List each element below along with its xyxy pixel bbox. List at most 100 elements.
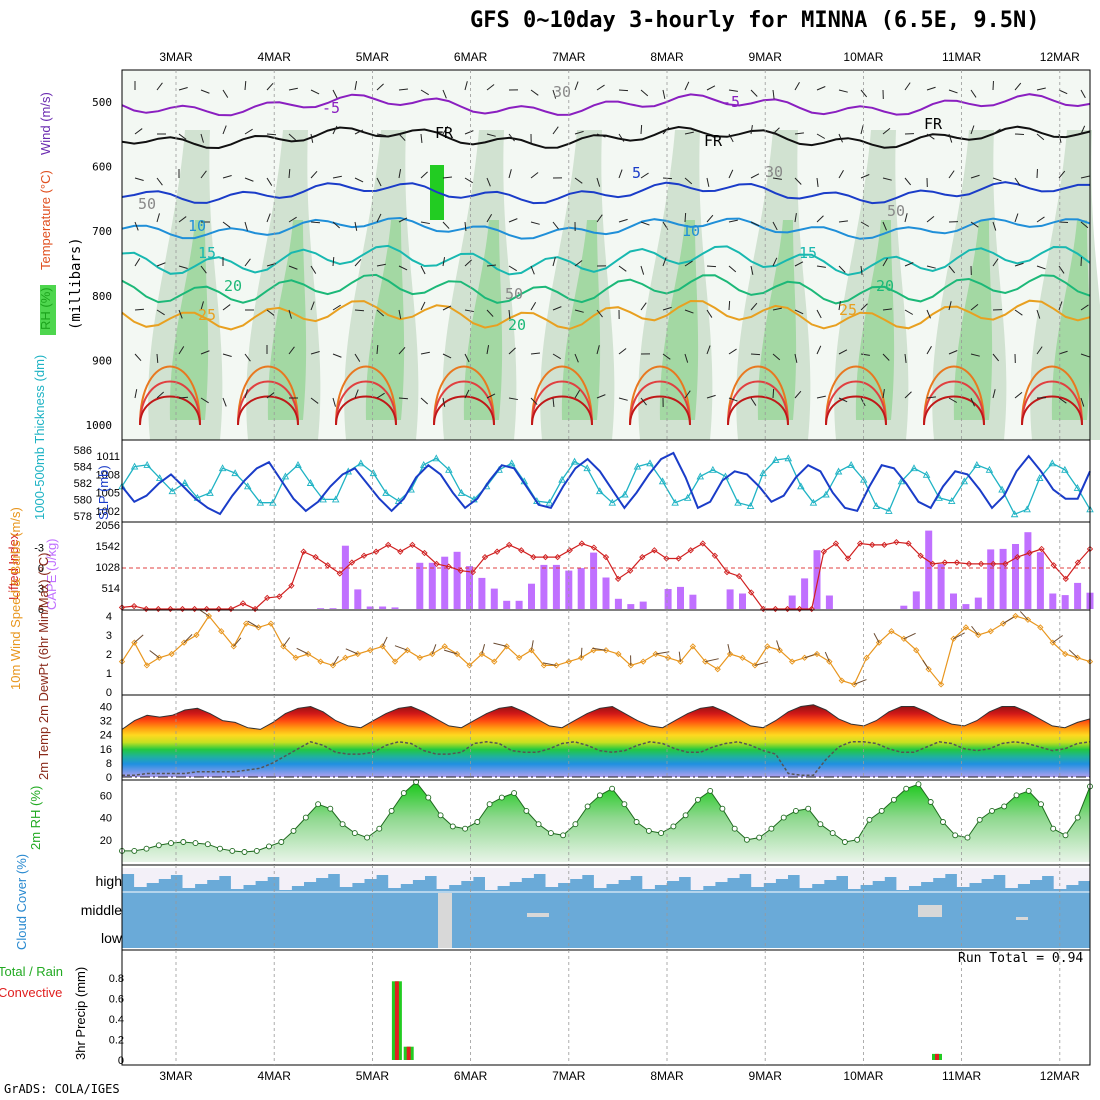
rh-point — [511, 790, 518, 797]
wind-barb — [596, 309, 603, 318]
contour-label: 10 — [682, 222, 700, 240]
high-cloud-gap — [618, 868, 631, 880]
wind-barb — [948, 265, 956, 274]
high-cloud-gap — [376, 868, 389, 875]
high-cloud-gap — [823, 868, 837, 880]
wind-barb — [398, 169, 402, 179]
wind-barb — [398, 217, 408, 223]
thickness-point — [973, 460, 981, 468]
lifted-index-point — [602, 553, 610, 561]
wind-speed-point — [317, 658, 324, 665]
wind-barb-10m — [493, 642, 507, 647]
wind-speed-point — [528, 647, 535, 654]
wind-speed-point — [863, 654, 870, 661]
cape-bar — [515, 600, 523, 609]
wind-barb — [442, 397, 446, 407]
contour-label: FR — [704, 132, 723, 150]
high-cloud-gap — [194, 868, 208, 884]
lifted-index-point — [324, 562, 331, 569]
wind-barb — [992, 258, 999, 267]
contour-label: 15 — [799, 244, 817, 262]
pressure-tick-label: 600 — [92, 161, 112, 174]
high-cloud-gap — [436, 868, 450, 889]
cape-bar — [677, 586, 684, 609]
precip-bar-convective — [406, 1046, 411, 1060]
lifted-index-point — [1002, 560, 1009, 568]
wind-barb — [200, 350, 210, 355]
high-cloud-gap — [835, 868, 849, 876]
cloud-gap — [918, 905, 942, 917]
wind-barb-10m — [705, 658, 719, 663]
isotherm--5 — [121, 93, 1091, 117]
lifted-index-point — [239, 600, 247, 607]
lifted-index-point — [869, 541, 876, 549]
cape-bar — [490, 588, 498, 609]
wind-barb — [508, 347, 516, 355]
ylabel-wind10m: 10m Wind Speed & Barbs (m/s) — [8, 507, 23, 690]
thickness-point — [357, 459, 365, 467]
high-cloud-gap — [678, 868, 692, 877]
wind-barb — [838, 133, 843, 143]
wind-barb — [332, 175, 342, 179]
wind-barb — [640, 397, 647, 406]
ylabel-cape: CAPE (J/kg) — [44, 538, 59, 610]
wind-speed-point — [888, 628, 895, 635]
wind-barb — [618, 169, 623, 179]
high-cloud-gap — [884, 868, 897, 877]
date-label-top: 11MAR — [942, 50, 981, 64]
cape-bar — [950, 593, 957, 609]
rh-point — [731, 825, 738, 832]
wind-barb — [640, 302, 647, 311]
wind-barb — [882, 389, 885, 399]
wind-barb — [684, 309, 694, 314]
wind-barb — [398, 397, 409, 400]
wind-speed-point — [578, 654, 585, 661]
wind-speed-point — [168, 650, 175, 658]
wind-barb — [420, 351, 430, 355]
wind-barb — [178, 216, 187, 223]
wind-barb — [838, 301, 841, 311]
wind-barb — [310, 301, 315, 311]
wind-barb — [552, 89, 557, 99]
high-cloud-gap — [146, 868, 159, 883]
wind-barb — [750, 125, 753, 135]
rh-point — [743, 836, 750, 843]
cape-bar — [453, 551, 461, 609]
rh-point — [890, 796, 897, 803]
high-cloud-gap — [267, 868, 280, 877]
wind-barb-10m — [233, 637, 242, 647]
rh-point — [805, 805, 812, 812]
wind-barb — [530, 89, 539, 96]
high-cloud-gap — [860, 868, 873, 885]
wind-barb — [684, 131, 694, 135]
wind-barb — [970, 397, 975, 407]
rh-point — [462, 825, 469, 832]
high-cloud-gap — [545, 868, 559, 887]
lifted-index-point — [590, 544, 598, 551]
temp-tick-label: 40 — [100, 702, 112, 714]
rh-point — [633, 819, 640, 825]
wind-barb — [904, 391, 912, 399]
wind-barb — [816, 86, 826, 91]
high-cloud-gap — [243, 868, 256, 885]
wind-barb — [728, 397, 738, 402]
isotherm-arch — [923, 395, 985, 426]
wind-barb — [794, 309, 804, 315]
rh-point — [915, 781, 922, 788]
high-cloud-gap — [920, 868, 934, 882]
wind-speed-point — [950, 635, 957, 642]
cape-bar — [428, 562, 436, 609]
high-cloud-gap — [557, 868, 571, 883]
high-cloud-gap — [339, 868, 353, 887]
wind-barb — [904, 82, 911, 91]
wind-speed-point — [913, 647, 920, 654]
thickness-point — [671, 498, 679, 506]
wind-speed-point — [391, 658, 399, 665]
wind-barb — [376, 213, 382, 223]
wind-tick-label: 2 — [106, 649, 112, 661]
high-cloud-gap — [606, 868, 619, 884]
thickness-point — [683, 493, 692, 501]
rh-point — [682, 812, 689, 819]
high-cloud-gap — [666, 868, 680, 881]
rh-point — [792, 807, 799, 814]
